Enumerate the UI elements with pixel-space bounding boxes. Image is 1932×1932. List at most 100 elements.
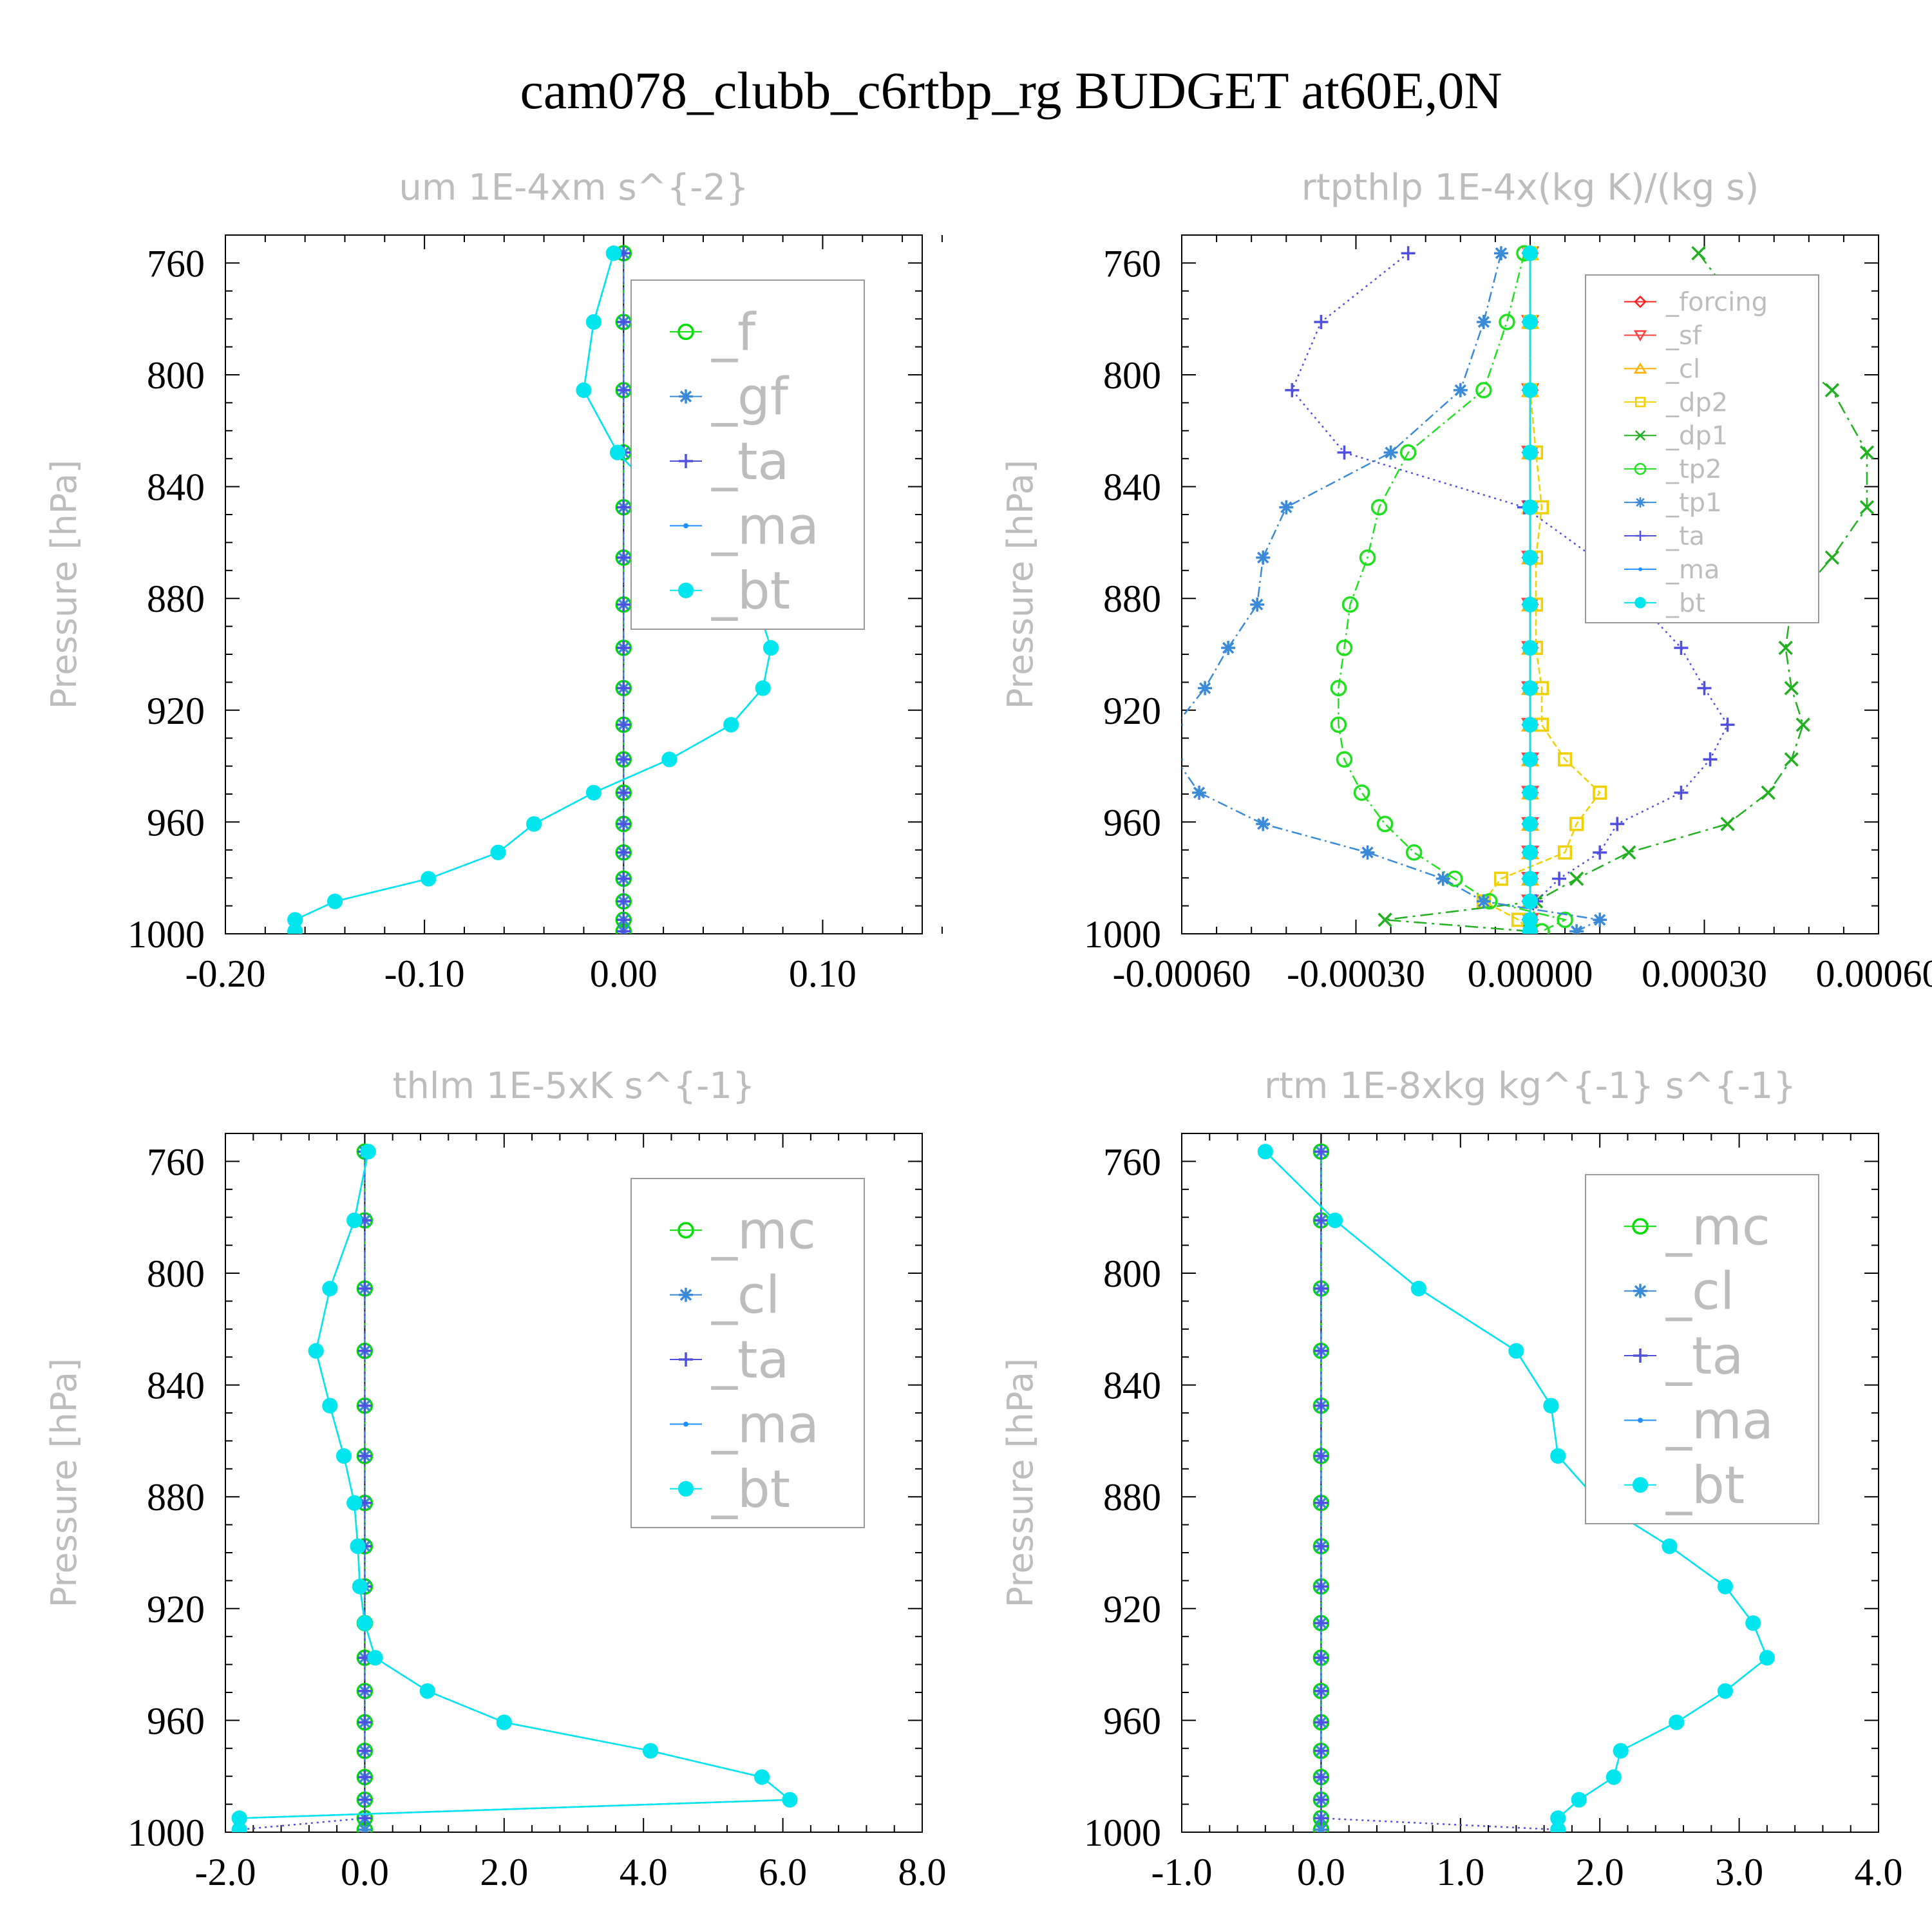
point-marker (1250, 597, 1265, 612)
x-tick-label: 3.0 (1715, 1851, 1763, 1893)
panel-title: um 1E-4xm s^{-2} (399, 167, 748, 209)
point-marker (1314, 1770, 1329, 1785)
series-line (239, 1151, 366, 1831)
point-marker (421, 871, 437, 887)
plot-frame (1181, 1133, 1879, 1833)
point-marker (1745, 1615, 1761, 1631)
point-marker (1557, 911, 1573, 929)
point-marker (616, 641, 631, 656)
point-marker (357, 1683, 372, 1698)
point-marker (322, 1397, 338, 1414)
x-tick-label: 4.0 (620, 1851, 668, 1893)
series-area (231, 1143, 798, 1832)
point-marker (308, 1343, 324, 1359)
point-marker (616, 894, 631, 909)
x-tick-label: 8.0 (898, 1851, 947, 1893)
point-marker (1634, 597, 1646, 609)
point-marker (1610, 817, 1625, 831)
point-marker (1795, 717, 1810, 732)
legend-label: _tp2 (1665, 455, 1722, 484)
point-marker (1522, 816, 1539, 832)
point-marker (1257, 1144, 1273, 1160)
point-marker (679, 1287, 693, 1302)
legend-label: _ta (711, 1330, 789, 1390)
point-marker (1759, 1650, 1775, 1666)
legend-label: _bt (711, 1459, 790, 1519)
point-marker (336, 1448, 352, 1464)
point-marker (1824, 383, 1840, 398)
y-tick-label: 920 (1103, 1588, 1161, 1631)
series-area (1182, 244, 1875, 934)
point-marker (1314, 1213, 1329, 1227)
point-marker (327, 893, 343, 909)
point-marker (585, 314, 602, 330)
point-marker (616, 550, 631, 565)
y-tick-label: 1000 (1084, 1812, 1161, 1854)
y-axis-label: Pressure [hPa] (44, 1358, 84, 1607)
point-marker (616, 681, 631, 696)
point-marker (1720, 817, 1735, 831)
point-marker (1383, 445, 1398, 460)
y-tick-label: 760 (1103, 242, 1161, 285)
y-tick-label: 760 (147, 1141, 205, 1183)
legend-label: _mc (711, 1200, 816, 1260)
point-marker (352, 1578, 368, 1595)
point-marker (1279, 500, 1294, 515)
point-marker (609, 444, 626, 460)
point-marker (357, 1615, 373, 1631)
y-tick-label: 960 (1103, 1700, 1161, 1742)
legend-label: _bt (711, 561, 790, 621)
point-marker (616, 597, 631, 612)
point-marker (616, 817, 631, 831)
point-marker (1543, 1397, 1559, 1414)
y-tick-label: 800 (147, 354, 205, 397)
point-marker (1314, 1715, 1329, 1730)
point-marker (287, 912, 303, 928)
point-marker (1475, 382, 1492, 399)
point-marker (1669, 1714, 1685, 1730)
point-marker (1522, 784, 1539, 800)
point-marker (1558, 752, 1573, 767)
point-marker (1522, 912, 1539, 928)
point-marker (1633, 1283, 1647, 1298)
point-marker (616, 314, 631, 329)
point-marker (346, 1212, 363, 1229)
point-marker (616, 752, 631, 767)
point-marker (360, 1144, 376, 1160)
point-marker (1824, 550, 1840, 565)
point-marker (231, 1810, 247, 1826)
y-tick-label: 1000 (128, 1812, 205, 1854)
point-marker (1605, 1769, 1622, 1785)
y-tick-label: 880 (1103, 578, 1161, 620)
x-tick-label: 0.0 (1297, 1851, 1345, 1893)
point-marker (1360, 845, 1375, 860)
point-marker (1522, 382, 1539, 398)
point-marker (1314, 1823, 1329, 1832)
y-tick-label: 960 (147, 801, 205, 844)
legend-box (1585, 274, 1819, 623)
point-marker (1399, 444, 1417, 461)
point-marker (346, 1495, 363, 1511)
point-marker (1569, 924, 1584, 934)
legend-label: _cl (1665, 354, 1700, 384)
legend-label: _ta (711, 431, 789, 491)
point-marker (1569, 871, 1584, 886)
point-marker (1314, 1792, 1329, 1807)
point-marker (755, 680, 771, 696)
point-marker (1341, 596, 1359, 613)
x-tick-label: -0.20 (185, 952, 266, 995)
legend-label: _ma (1665, 555, 1719, 585)
point-marker (1634, 295, 1647, 308)
point-marker (782, 1792, 798, 1808)
point-marker (357, 1281, 372, 1296)
y-tick-label: 800 (1103, 1253, 1161, 1295)
point-marker (1522, 245, 1539, 261)
legend-label: _ta (1665, 522, 1705, 551)
point-marker (762, 639, 779, 656)
point-marker (1662, 1538, 1678, 1555)
point-marker (1314, 1539, 1329, 1554)
point-marker (1522, 871, 1539, 887)
series-dp2 (1476, 246, 1607, 934)
x-tick-label: 4.0 (1855, 1851, 1903, 1893)
point-marker (1558, 845, 1573, 860)
